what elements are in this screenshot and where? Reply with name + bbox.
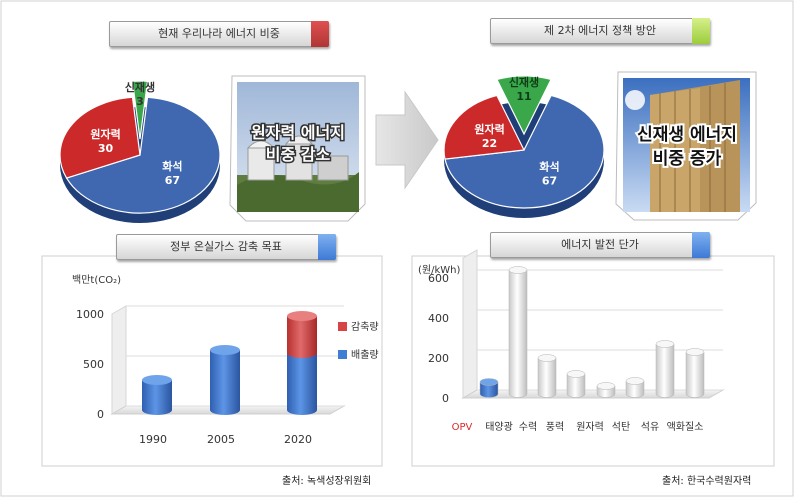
nuclear-photo-card: 원자력 에너지 비중 감소 xyxy=(229,75,366,222)
current-mix-label-text: 현재 우리나라 에너지 비중 xyxy=(158,27,280,40)
cost-side-wall xyxy=(462,249,478,399)
ghg-ytick-label: 0 xyxy=(97,408,104,421)
ghg-target-label: 정부 온실가스 감축 목표 xyxy=(116,234,336,260)
renewable-photo-card: 신재생 에너지 비중 증가 xyxy=(615,71,757,221)
policy-slice-label-renewable: 신재생 xyxy=(509,75,539,89)
cost-bar-3 xyxy=(566,373,586,398)
cost-xtick-label: 원자력 xyxy=(576,421,604,433)
policy-slice-renewable xyxy=(496,75,552,136)
cost-xtick-label: 태양광 xyxy=(485,421,513,433)
cost-xtick-label: OPV xyxy=(452,422,473,433)
ghg-legend-swatch xyxy=(338,322,347,331)
cost-xtick-label: 석탄 xyxy=(612,421,630,433)
gen-cost-chart: (원/kWh) 0 200 400 600 OPV 태양광 수력 풍력 원자력 석탄 석유 액화질소 xyxy=(418,249,725,433)
ghg-legend-label: 배출량 xyxy=(351,349,379,361)
cost-xtick-label: 액화질소 xyxy=(667,421,704,433)
cost-floor xyxy=(461,389,725,399)
policy-slice-value-renewable: 11 xyxy=(516,90,531,103)
renewable-caption-line1: 신재생 에너지 xyxy=(637,125,737,145)
cost-bar-1 xyxy=(508,269,528,398)
ghg-legend-label: 감축량 xyxy=(351,321,379,333)
ghg-side-wall xyxy=(111,305,127,415)
policy-mix-label: 제 2차 에너지 정책 방안 xyxy=(490,18,710,44)
current-mix-tag xyxy=(311,21,329,47)
cost-bar-6 xyxy=(655,343,675,398)
ghg-bar-emission-1990 xyxy=(142,380,172,415)
current-mix-label: 현재 우리나라 에너지 비중 xyxy=(109,21,329,47)
ghg-ytick-label: 500 xyxy=(83,358,104,371)
ghg-target-label-text: 정부 온실가스 감축 목표 xyxy=(170,240,282,253)
ghg-bar-reduction-2020 xyxy=(287,316,317,358)
ghg-bar-top-2005 xyxy=(210,345,240,355)
cost-bar-2 xyxy=(537,357,557,398)
ghg-xtick-label: 2020 xyxy=(284,433,312,446)
cost-bar-top-3 xyxy=(566,370,586,378)
cost-xtick-label: 수력 xyxy=(519,421,537,433)
policy-mix-label-text: 제 2차 에너지 정책 방안 xyxy=(543,24,657,37)
current-slice-label-fossil: 화석 xyxy=(162,159,182,173)
ghg-ytick-label: 1000 xyxy=(76,308,104,321)
ghg-ylabel: 백만t(CO₂) xyxy=(72,274,121,286)
current-slice-fossil xyxy=(65,96,221,214)
ghg-target-tag xyxy=(318,234,336,260)
cost-xtick-label: 풍력 xyxy=(546,421,564,433)
current-slice-value-nuclear: 30 xyxy=(98,142,114,155)
ghg-legend-swatch xyxy=(338,350,347,359)
current-slice-nuclear xyxy=(59,96,141,179)
gen-cost-label-text: 에너지 발전 단가 xyxy=(561,238,639,251)
current-slice-label-renewable: 신재생 xyxy=(125,80,155,94)
policy-slice-value-fossil: 67 xyxy=(542,174,557,187)
cost-bar-top-6 xyxy=(655,340,675,348)
ghg-xtick-label: 2005 xyxy=(207,433,235,446)
gen-cost-label: 에너지 발전 단가 xyxy=(490,232,710,258)
cost-ytick-label: 200 xyxy=(428,352,449,365)
cost-bar-top-2 xyxy=(537,354,557,362)
policy-slice-nuclear xyxy=(443,94,525,160)
cost-ylabel: (원/kWh) xyxy=(418,264,460,276)
renewable-caption-line2: 비중 증가 xyxy=(653,149,722,169)
policy-slice-label-fossil: 화석 xyxy=(539,159,559,173)
cost-bar-7 xyxy=(685,351,705,398)
ghg-xtick-label: 1990 xyxy=(139,433,167,446)
cost-bar-top-7 xyxy=(685,348,705,356)
cost-bar-top-4 xyxy=(596,382,616,390)
cost-ytick-label: 400 xyxy=(428,312,449,325)
cost-bar-top-0 xyxy=(479,378,499,386)
ghg-bar-emission-2005 xyxy=(210,350,240,415)
cost-ytick-label: 0 xyxy=(442,392,449,405)
policy-slice-value-nuclear: 22 xyxy=(482,137,497,150)
policy-mix-tag xyxy=(692,18,710,44)
cost-bar-5 xyxy=(625,380,645,398)
cost-bar-top-1 xyxy=(508,266,528,274)
source-right: 출처: 한국수력원자력 xyxy=(662,475,751,487)
policy-slice-label-nuclear: 원자력 xyxy=(474,122,504,136)
transition-arrow xyxy=(375,90,439,190)
cost-bar-0 xyxy=(479,381,499,398)
nuclear-caption-line1: 원자력 에너지 xyxy=(251,123,345,142)
current-slice-renewable xyxy=(131,80,149,140)
cost-bar-top-5 xyxy=(625,377,645,385)
source-left: 출처: 녹색성장위원회 xyxy=(282,474,371,487)
cost-ytick-label: 600 xyxy=(428,272,449,285)
current-slice-value-renewable: 3 xyxy=(136,95,144,108)
current-slice-label-nuclear: 원자력 xyxy=(90,127,120,141)
cost-xtick-label: 석유 xyxy=(641,421,659,433)
ghg-bar-top-1990 xyxy=(142,375,172,385)
ghg-bar-emission-2020 xyxy=(287,353,317,415)
ghg-bar-top-2020 xyxy=(287,311,317,321)
nuclear-caption-line2: 비중 감소 xyxy=(266,145,331,164)
policy-slice-fossil xyxy=(444,94,605,209)
gen-cost-tag xyxy=(692,232,710,258)
current-slice-value-fossil: 67 xyxy=(165,174,180,187)
